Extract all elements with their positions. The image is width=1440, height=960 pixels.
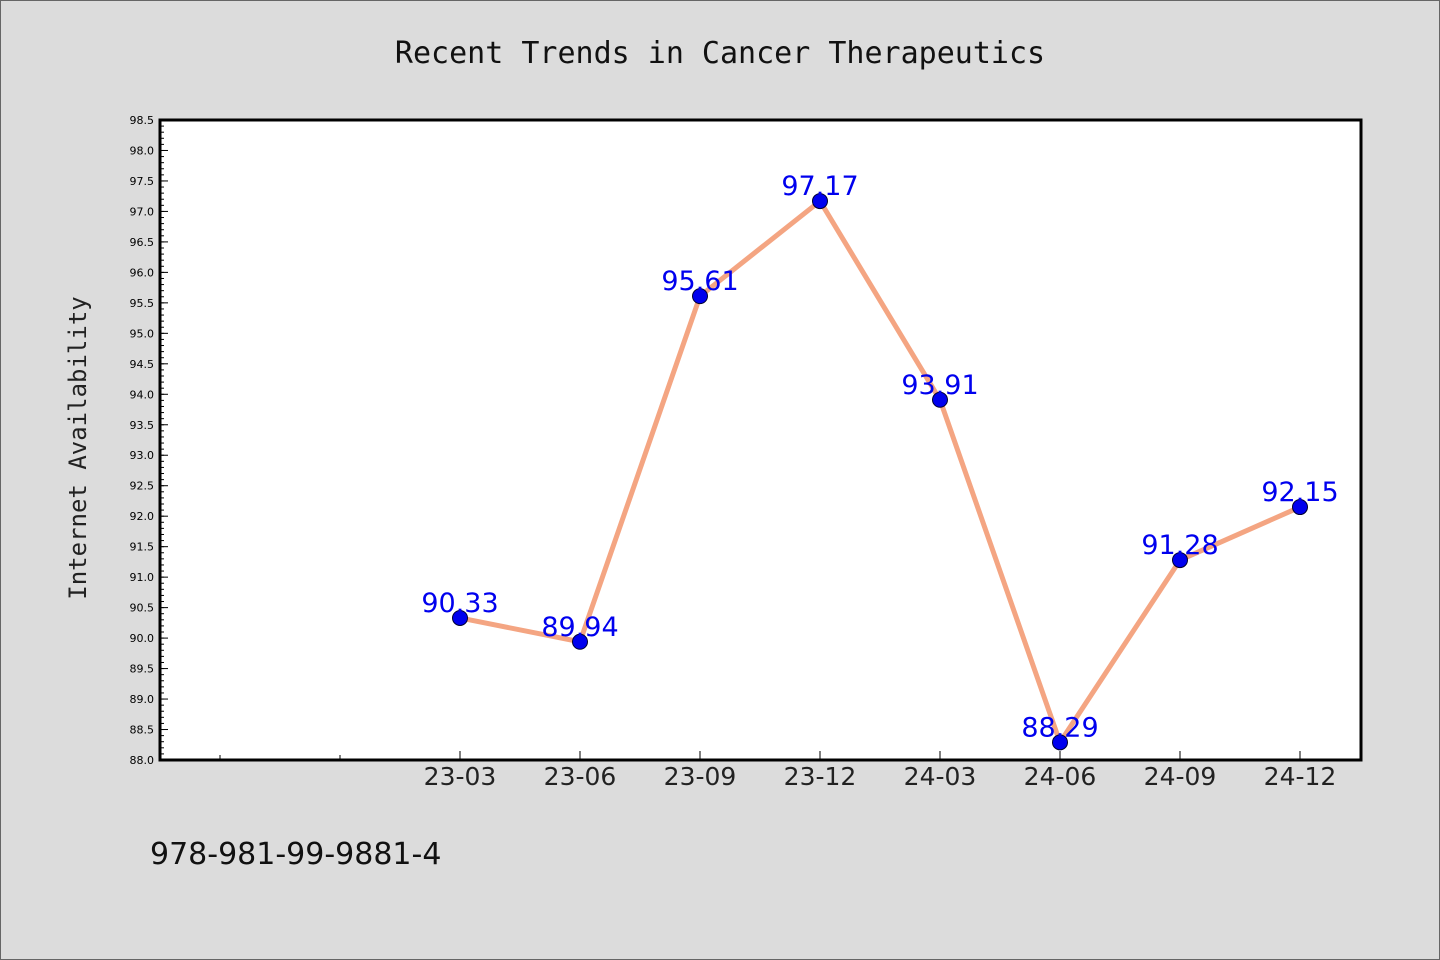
- data-label: 88.29: [1021, 712, 1098, 743]
- data-point: [812, 193, 828, 210]
- x-tick-label: 23-03: [424, 762, 497, 791]
- data-point: [1052, 734, 1068, 751]
- x-tick-label: 24-12: [1264, 762, 1337, 791]
- x-tick-label: 23-06: [544, 762, 617, 791]
- series-0: 90.33 89.94 95.61 97.17 93.91 88.29 91.28 92.15: [421, 171, 1339, 751]
- x-tick-label: 23-12: [784, 762, 857, 791]
- isbn-footer: 978-981-99-9881-4: [150, 837, 441, 872]
- y-tick-label: 89.0: [130, 693, 155, 706]
- y-tick-label: 95.5: [130, 297, 155, 310]
- y-tick-label: 96.0: [130, 266, 155, 279]
- x-tick-label: 23-09: [664, 762, 737, 791]
- y-tick-label: 91.5: [130, 541, 155, 554]
- data-point: [692, 288, 708, 305]
- data-label: 91.28: [1141, 530, 1218, 561]
- y-tick-label: 94.0: [130, 388, 155, 401]
- y-tick-label: 97.5: [130, 175, 155, 188]
- data-label: 97.17: [781, 171, 858, 202]
- data-label: 89.94: [541, 612, 618, 643]
- y-tick-label: 89.5: [130, 663, 155, 676]
- data-label: 93.91: [901, 370, 978, 401]
- x-axis: 23-03 23-06 23-09 23-12 24-03 24-06 24-09 24-12: [219, 751, 1337, 791]
- y-tick-label: 90.5: [130, 602, 155, 615]
- data-point: [1172, 552, 1188, 569]
- data-point: [452, 609, 468, 626]
- x-tick-label: 24-06: [1024, 762, 1097, 791]
- data-label: 92.15: [1261, 477, 1338, 508]
- plot-area: [158, 118, 1363, 762]
- y-axis: 88.0 88.5 89.0 89.5 90.0 90.5 91.0 91.5 92.0 92.5…: [130, 114, 168, 767]
- y-tick-label: 98.0: [130, 144, 155, 157]
- y-tick-label: 91.0: [130, 571, 155, 584]
- data-label: 95.61: [661, 266, 738, 297]
- y-tick-label: 90.0: [130, 632, 155, 645]
- y-tick-label: 96.5: [130, 236, 155, 249]
- y-tick-label: 88.5: [130, 724, 155, 737]
- data-point: [572, 633, 588, 650]
- y-tick-label: 93.5: [130, 419, 155, 432]
- data-point: [932, 391, 948, 408]
- y-tick-label: 92.0: [130, 510, 155, 523]
- chart-title: Recent Trends in Cancer Therapeutics: [395, 36, 1045, 71]
- x-tick-label: 24-03: [904, 762, 977, 791]
- y-tick-label: 88.0: [130, 754, 155, 767]
- data-label: 90.33: [421, 588, 498, 619]
- y-tick-label: 98.5: [130, 114, 155, 127]
- y-tick-label: 94.5: [130, 358, 155, 371]
- series-line: [459, 198, 1302, 745]
- data-point: [1292, 499, 1308, 516]
- y-tick-label: 93.0: [130, 449, 155, 462]
- x-tick-label: 24-09: [1144, 762, 1217, 791]
- y-axis-label: Internet Availability: [64, 296, 92, 599]
- y-tick-label: 97.0: [130, 205, 155, 218]
- y-tick-label: 95.0: [130, 327, 155, 340]
- y-tick-label: 92.5: [130, 480, 155, 493]
